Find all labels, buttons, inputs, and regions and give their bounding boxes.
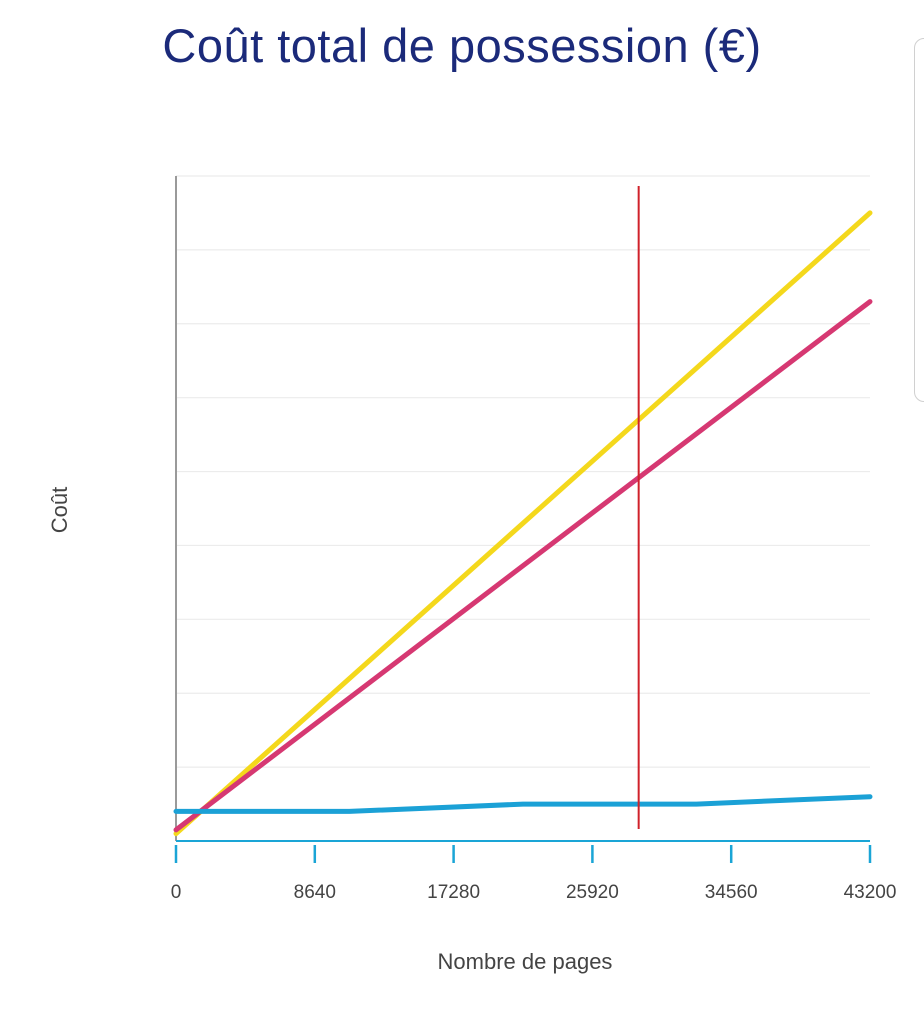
x-tick-label: 43200: [844, 882, 897, 903]
x-tick-label: 0: [171, 882, 182, 903]
x-tick-label: 34560: [705, 882, 758, 903]
x-tick-label: 25920: [566, 882, 619, 903]
series-line-3: [173, 794, 873, 814]
y-axis-title: Coût: [47, 487, 72, 533]
grid-lines: [176, 175, 870, 768]
chart-title: Coût total de possession (€): [162, 19, 762, 72]
series-line-1: [173, 210, 873, 837]
x-axis-ticks: 0 8640 17280 25920 34560 43200: [171, 845, 897, 903]
x-tick-label: 8640: [294, 882, 336, 903]
x-tick-label: 17280: [427, 882, 480, 903]
x-axis-title: Nombre de pages: [438, 949, 613, 974]
series-line-2: [173, 299, 873, 833]
series-lines: [173, 210, 873, 837]
